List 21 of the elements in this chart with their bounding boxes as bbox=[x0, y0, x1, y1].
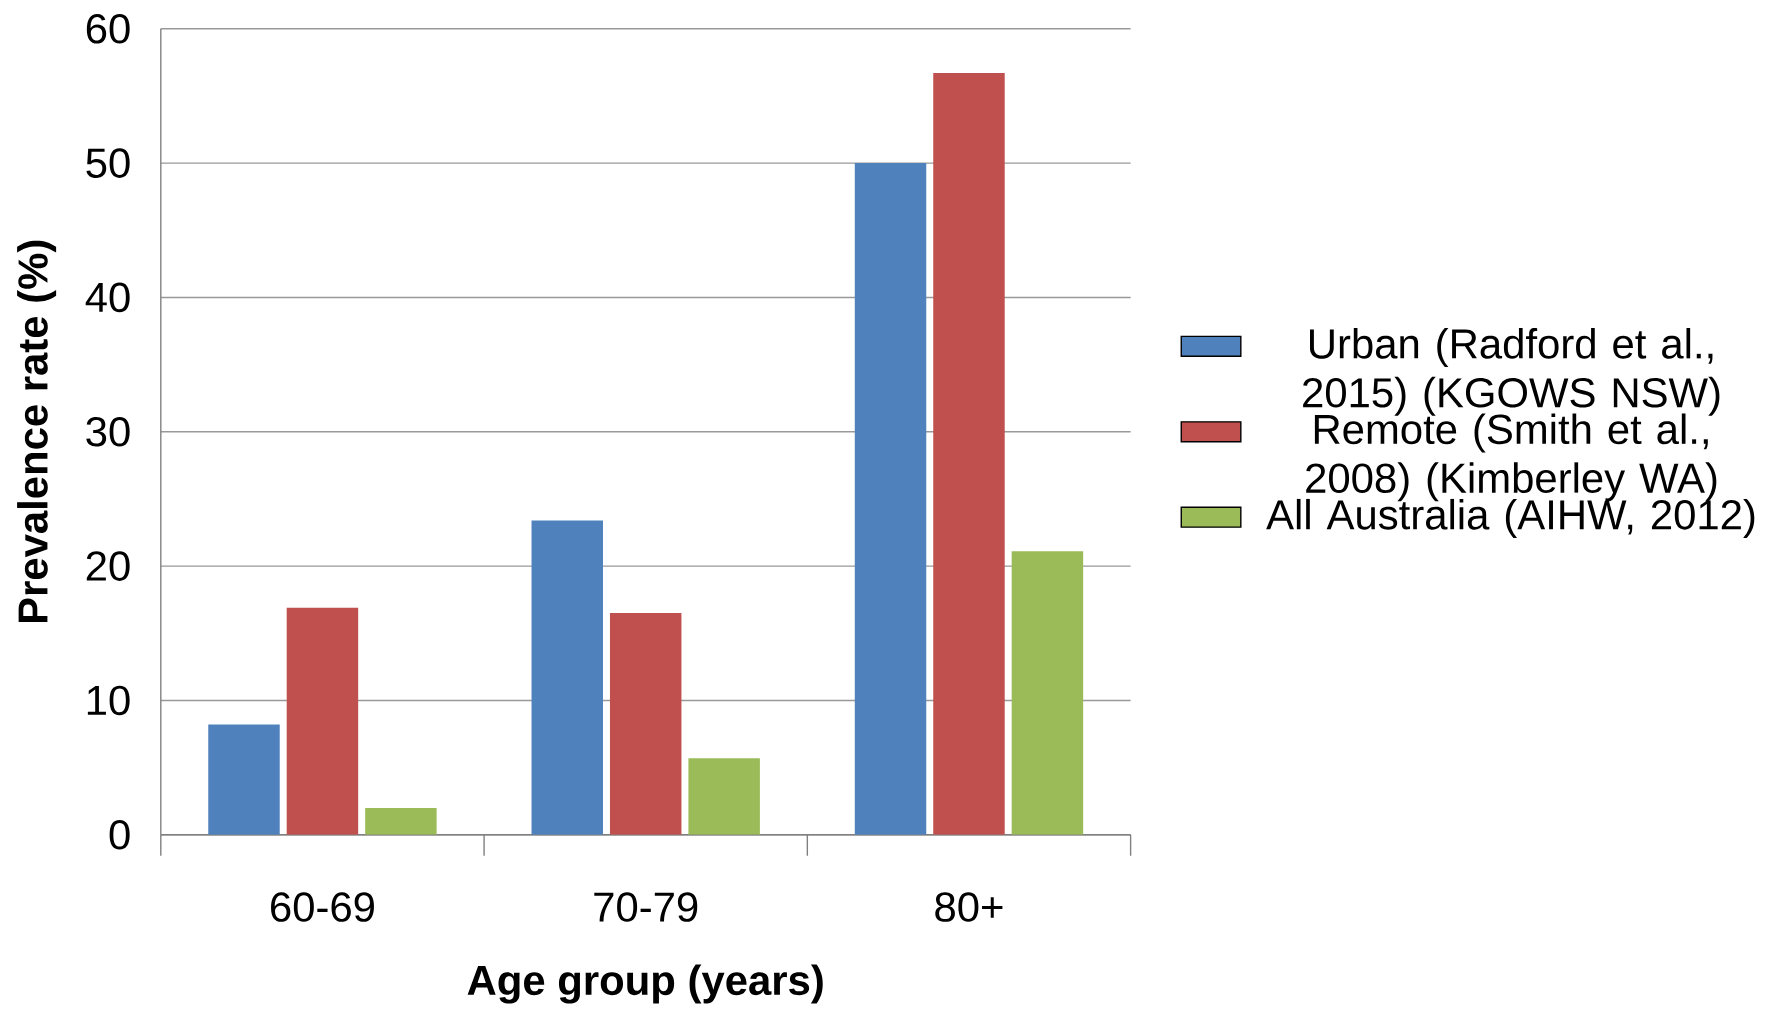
y-tick-label: 60 bbox=[86, 14, 130, 44]
bar bbox=[286, 607, 359, 835]
bar bbox=[688, 758, 760, 835]
y-tick-label: 30 bbox=[86, 417, 130, 447]
y-tick-label: 50 bbox=[86, 148, 130, 179]
bar bbox=[531, 520, 603, 835]
x-tick-label: 60-69 bbox=[271, 892, 374, 923]
bar bbox=[933, 73, 1005, 835]
bar bbox=[1011, 551, 1084, 835]
x-tick-label: 80+ bbox=[935, 892, 1003, 923]
y-tick-label: 10 bbox=[87, 685, 130, 716]
bar bbox=[609, 613, 682, 835]
x-tick-label: 70-79 bbox=[594, 892, 698, 923]
bar bbox=[208, 724, 280, 835]
x-axis-title: Age group (years) bbox=[467, 964, 823, 1004]
y-tick-label: 40 bbox=[85, 282, 130, 313]
bar bbox=[365, 808, 437, 835]
y-tick-label: 0 bbox=[109, 820, 130, 850]
y-axis-title: Prevalence rate (%) bbox=[17, 240, 57, 623]
y-tick-label: 20 bbox=[86, 551, 130, 582]
bar bbox=[854, 163, 927, 835]
